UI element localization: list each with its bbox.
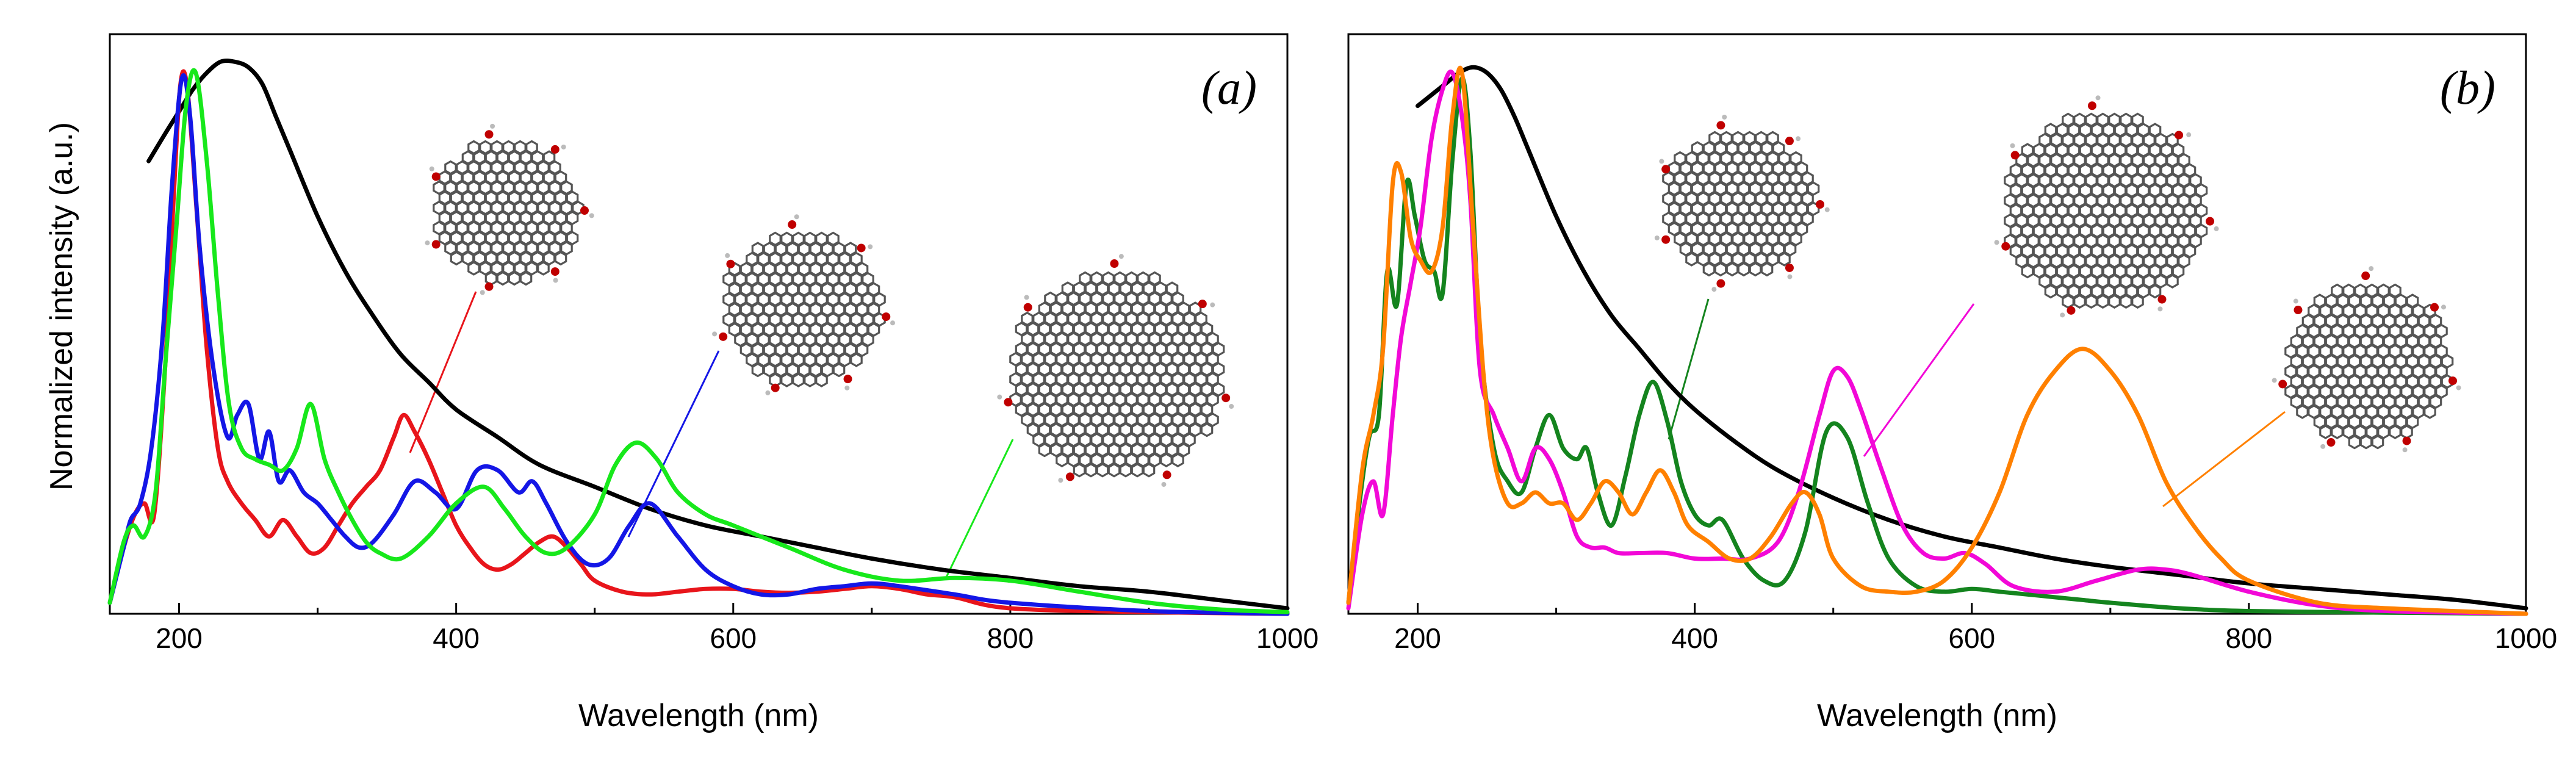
leader-line-gqd-armchair [1668, 298, 1710, 440]
series-line-gqd-zigzag [1346, 70, 2528, 616]
x-tick-label-600: 600 [710, 622, 757, 654]
panel-b-frame [1347, 33, 2527, 615]
x-tick-label-200: 200 [1394, 622, 1441, 654]
series-line-gqd-medium [107, 73, 1290, 616]
leader-line-gqd-defect [2162, 411, 2286, 508]
panel-a-x-ticks: 200 400 600 800 1000 [156, 603, 1319, 654]
panel-a-series [107, 58, 1290, 616]
x-tick-label-200: 200 [156, 622, 203, 654]
x-tick-label-400: 400 [1671, 622, 1718, 654]
y-axis-title: Normalized intensity (a.u.) [44, 122, 79, 491]
panel-b-annotations [1654, 95, 2461, 508]
molecule-icon-gqd-medium [712, 214, 896, 395]
x-tick-label-600: 600 [1948, 622, 1995, 654]
leader-line-gqd-large [944, 439, 1014, 579]
leader-line-gqd-small [409, 291, 477, 453]
x-tick-label-400: 400 [433, 622, 480, 654]
panel-a-x-axis-title: Wavelength (nm) [578, 698, 819, 733]
panel-b-x-axis-title: Wavelength (nm) [1817, 698, 2057, 733]
series-line-gqd-large [107, 68, 1290, 614]
series-line-gqd-small [107, 69, 1290, 616]
panel-b: 200 400 600 800 1000 (b) Wavelength (nm) [1346, 33, 2557, 733]
panel-a-annotations [409, 123, 1234, 579]
panel-a-label: (a) [1201, 61, 1257, 114]
panel-a: 200 400 600 800 1000 (a) Wavelength (nm) [107, 33, 1319, 733]
x-tick-label-1000: 1000 [1256, 622, 1319, 654]
molecule-icon-gqd-zigzag [1994, 95, 2219, 318]
x-tick-label-800: 800 [2226, 622, 2273, 654]
series-line-experimental [1416, 65, 2528, 611]
panel-b-label: (b) [2440, 61, 2495, 114]
panel-b-series [1346, 65, 2528, 616]
x-tick-label-1000: 1000 [2495, 622, 2557, 654]
panel-b-x-ticks: 200 400 600 800 1000 [1394, 603, 2557, 654]
molecule-icon-gqd-large [997, 254, 1234, 487]
x-tick-label-800: 800 [987, 622, 1034, 654]
leader-line-gqd-zigzag [1863, 303, 1975, 457]
molecule-icon-gqd-defect [2272, 266, 2461, 453]
molecule-icon-gqd-small [425, 123, 594, 295]
series-line-experimental [146, 58, 1290, 611]
series-line-gqd-defect [1346, 65, 2528, 616]
panel-a-frame [109, 33, 1289, 615]
molecule-icon-gqd-armchair [1654, 114, 1830, 292]
